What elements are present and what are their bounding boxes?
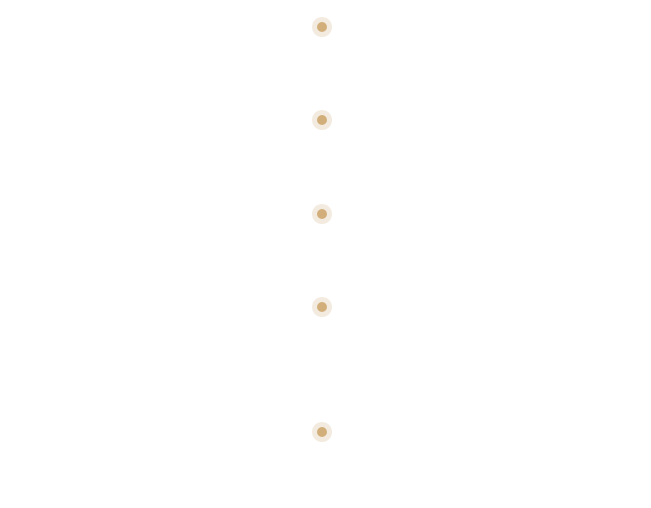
timeline-dot-icon xyxy=(317,302,327,312)
timeline-marker xyxy=(312,110,332,130)
timeline-marker xyxy=(312,17,332,37)
timeline-dot-icon xyxy=(317,427,327,437)
timeline-dot-icon xyxy=(317,209,327,219)
timeline-dot-icon xyxy=(317,115,327,125)
timeline-marker xyxy=(312,297,332,317)
timeline-dot-icon xyxy=(317,22,327,32)
timeline-marker xyxy=(312,422,332,442)
timeline-marker xyxy=(312,204,332,224)
